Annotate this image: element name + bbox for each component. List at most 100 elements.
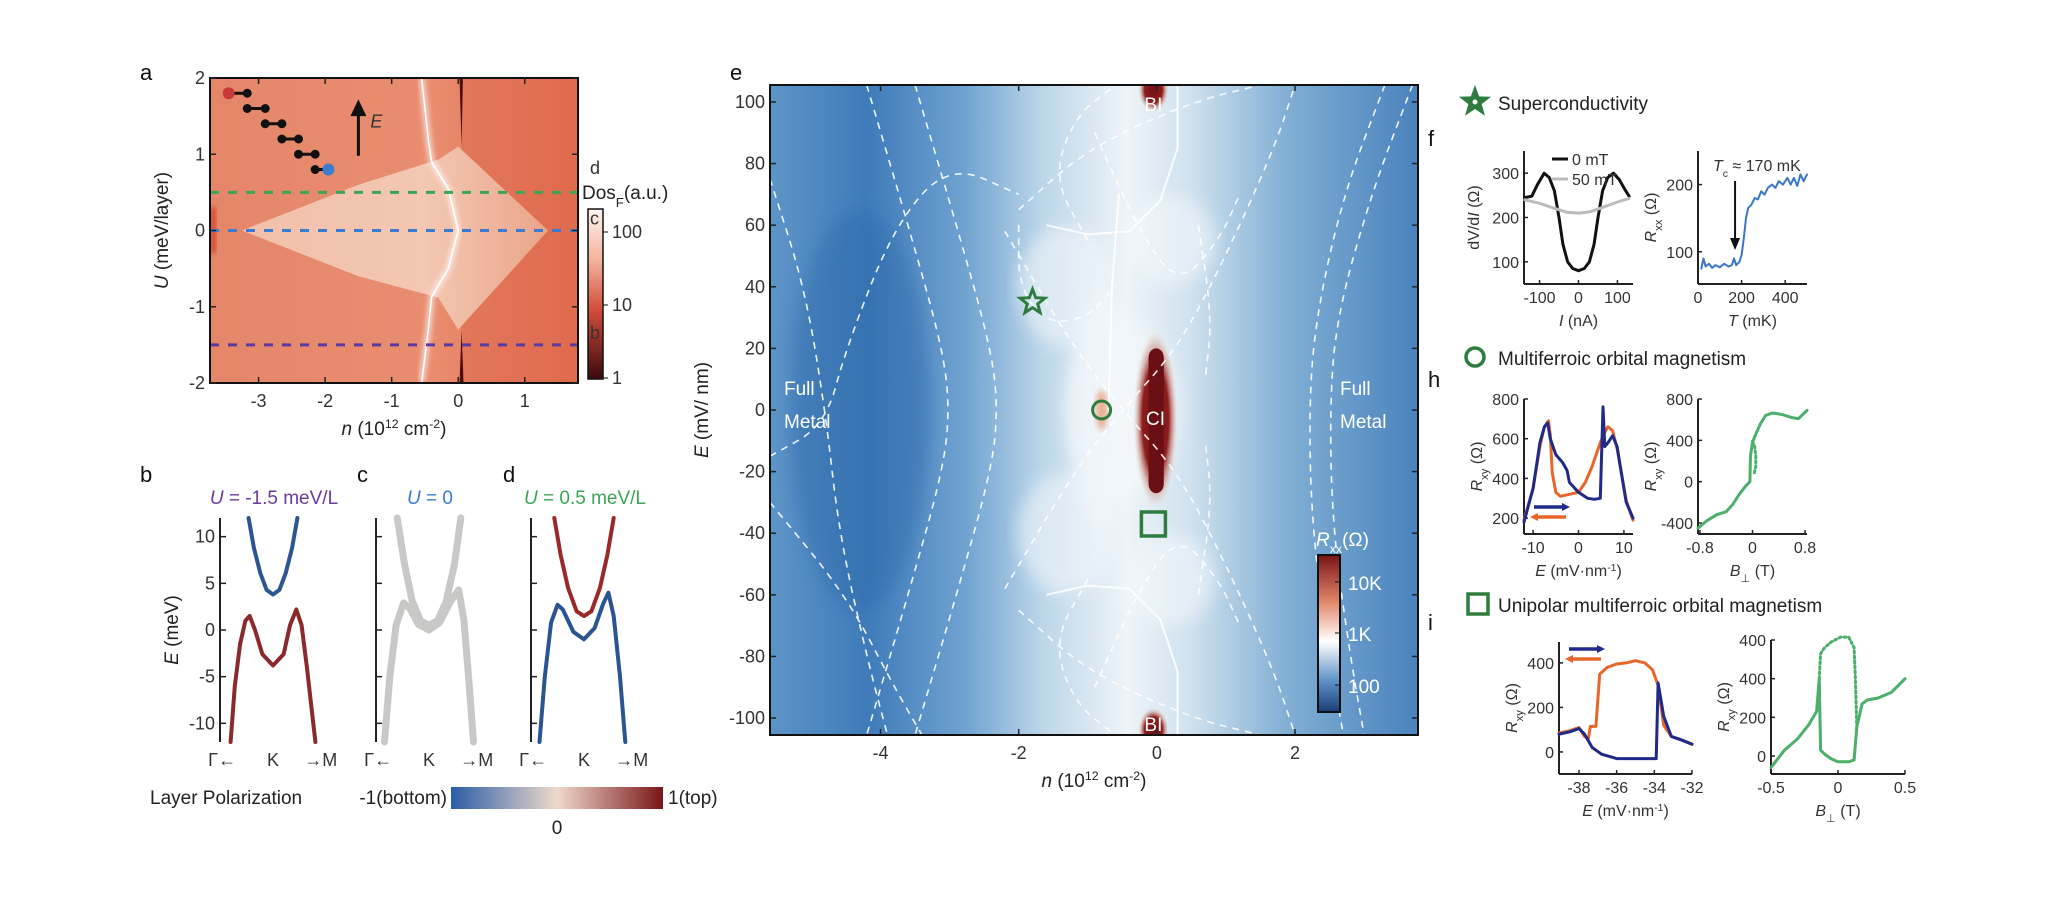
- series-line-f1-0: [1523, 171, 1631, 273]
- panel-letter-d: d: [503, 462, 515, 487]
- heatmap-dark-region: [789, 210, 930, 610]
- x-axis-label-part: ): [440, 419, 446, 440]
- bi-peak-top: [1138, 85, 1169, 112]
- x-axis-label-part: I: [1559, 313, 1564, 330]
- y-tick-label: -2: [189, 373, 205, 393]
- x-tick-label: -0.8: [1686, 540, 1714, 557]
- x-axis-label-part: n: [342, 419, 353, 440]
- x-tick-label: -32: [1680, 780, 1703, 797]
- x-tick-label: 0: [1574, 290, 1583, 307]
- bi-label-top: BI: [1144, 95, 1162, 116]
- y-axis-label-part: xy: [1514, 710, 1526, 722]
- dimer-site: [222, 87, 235, 100]
- y-axis-label-part: (Ω): [1504, 683, 1521, 710]
- y-tick-label: 0: [1545, 745, 1554, 762]
- y-tick-label: 200: [1666, 178, 1693, 195]
- y-axis-label-part: E: [692, 445, 713, 458]
- panel-d-axes: [530, 518, 537, 742]
- x-tick-label: 0: [1834, 780, 1843, 797]
- annotation-part: ≈ 170 mK: [1728, 158, 1801, 175]
- y-tick-label: 40: [745, 277, 765, 297]
- band-title-part: U: [407, 488, 421, 509]
- x-axis-label-part: 12: [385, 417, 399, 431]
- phase-boundary-dashed: [1329, 85, 1414, 735]
- x-axis-label-part: E: [1582, 803, 1593, 820]
- panel-h2-axes: [1697, 398, 1807, 535]
- x-axis-label-part: E: [1535, 563, 1546, 580]
- y-axis-label-part: (Ω): [1466, 185, 1483, 212]
- y-tick-label: 20: [745, 338, 765, 358]
- x-axis-label-part: (mV·nm: [1546, 563, 1607, 580]
- colorbar-tick-label: 10: [612, 295, 632, 315]
- band-title-b: U = -1.5 meV/L: [210, 488, 338, 509]
- x-axis-label: T (mK): [1728, 313, 1777, 330]
- x-axis-label-part: ): [1140, 771, 1146, 792]
- y-tick-label: 300: [1492, 166, 1519, 183]
- y-tick-label: 600: [1492, 432, 1519, 449]
- x-tick-label: →M: [304, 750, 337, 770]
- legend-label: 0 mT: [1572, 152, 1609, 169]
- colorbar-title-part: R: [1316, 530, 1330, 551]
- ci-core: [1148, 348, 1164, 494]
- band-title-part: = 0.5 meV/L: [538, 488, 646, 509]
- y-tick-label: 200: [1492, 211, 1519, 228]
- panel-letter-e: e: [730, 60, 742, 85]
- heatmap-diamond-region: [241, 146, 549, 330]
- phase-boundary-dashed: [1017, 225, 1117, 322]
- x-tick-label: -2: [317, 391, 333, 411]
- colorbar-mid-label: 0: [552, 818, 563, 839]
- series-line-c-1: [381, 586, 477, 746]
- x-tick-label: -100: [1524, 290, 1556, 307]
- dimer-site: [294, 134, 304, 144]
- panel-a-axes: [209, 77, 579, 384]
- x-axis-label: n (1012 cm-2): [1042, 769, 1147, 792]
- x-tick-label: 0: [453, 391, 463, 411]
- phase-boundary-dashed: [1197, 440, 1211, 595]
- series-line-i2-1: [1817, 635, 1859, 729]
- x-axis-label: B⊥ (T): [1815, 803, 1860, 825]
- panel-letter-h: h: [1428, 367, 1440, 392]
- y-axis-label-part: xx: [1653, 219, 1665, 231]
- colorbar-title-part: xx: [1330, 542, 1343, 556]
- colorbar-tick-label: 1: [612, 368, 622, 388]
- series-line-i1-0: [1557, 659, 1694, 746]
- x-tick-label: 400: [1772, 290, 1799, 307]
- full-metal-label-right: Metal: [1340, 412, 1386, 433]
- y-axis-label-part: (mV/ nm): [692, 362, 713, 445]
- circle-icon: [1464, 346, 1486, 368]
- sweep-arrow-head: [1562, 503, 1570, 511]
- series-line-d-0: [552, 516, 616, 618]
- series-line-i2-0: [1769, 677, 1907, 770]
- x-tick-label: K: [423, 750, 435, 770]
- band-title-d: U = 0.5 meV/L: [524, 488, 646, 509]
- phase-boundary-dashed: [1093, 132, 1241, 275]
- y-axis-label: E (mV/ nm): [692, 362, 713, 458]
- phase-boundary-dashed: [914, 85, 998, 735]
- dos-colorbar: [587, 208, 604, 380]
- x-tick-label: -4: [873, 743, 889, 763]
- y-tick-label: 400: [1739, 633, 1766, 650]
- colorbar-title-part: (Ω): [1342, 530, 1369, 551]
- sweep-arrow-head: [1597, 645, 1605, 653]
- star-icon-center: [1472, 99, 1478, 105]
- panel-e-axes: [769, 84, 1419, 736]
- y-axis-label-part: U: [152, 275, 173, 289]
- y-axis-label: Rxy (Ω): [1504, 683, 1526, 733]
- x-axis-label-part: n: [1042, 771, 1053, 792]
- heatmap-dark-spike: [459, 329, 464, 383]
- y-axis-label-part: (Ω): [1469, 442, 1486, 469]
- y-tick-label: -100: [729, 708, 765, 728]
- dimer-site: [322, 163, 335, 176]
- field-label: E: [370, 112, 383, 132]
- y-axis-label-part: xy: [1653, 468, 1665, 480]
- square-marker-icon: [1139, 510, 1168, 538]
- y-axis-label-part: (Ω): [1643, 442, 1660, 469]
- x-axis-label-part: (mV·nm: [1593, 803, 1654, 820]
- full-metal-label-left: Metal: [784, 412, 830, 433]
- x-tick-label: -3: [251, 391, 267, 411]
- x-axis-label-part: (10: [1052, 771, 1085, 792]
- x-tick-label: 200: [1728, 290, 1755, 307]
- phase-boundary-dashed: [770, 173, 1020, 457]
- band-title-part: = 0: [421, 488, 453, 509]
- series-line-b-0: [246, 516, 300, 597]
